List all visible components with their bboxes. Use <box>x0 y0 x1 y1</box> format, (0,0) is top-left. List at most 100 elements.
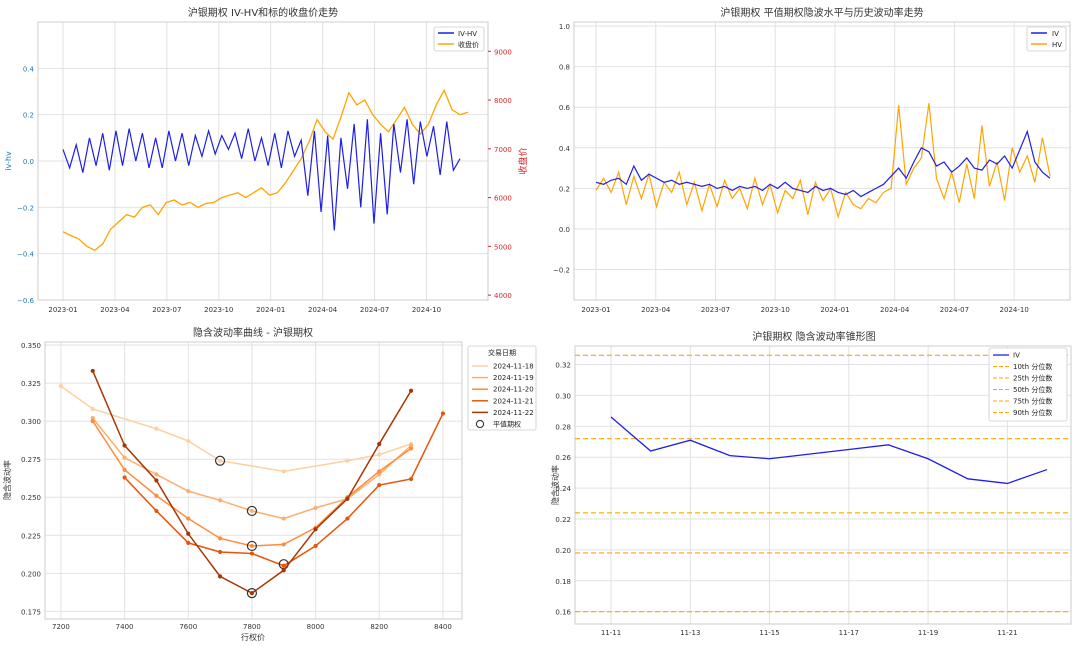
p1-y2tick-label: 7000 <box>494 146 512 154</box>
p1-ytick-label: −0.4 <box>17 251 35 259</box>
p4-xtick-label: 11-19 <box>918 629 938 637</box>
p3-xtick-label: 7400 <box>116 623 134 631</box>
p2-xtick-label: 2023-04 <box>641 306 671 314</box>
p1-ytick-label: 0.0 <box>23 158 34 166</box>
p2-xtick-label: 2024-07 <box>940 306 969 314</box>
smile-point <box>186 540 191 546</box>
smile-point <box>440 411 446 416</box>
smile-point <box>217 458 223 463</box>
smile-point <box>154 478 159 483</box>
panel3-xlabel: 行权价 <box>241 632 265 642</box>
smile-point <box>90 368 95 374</box>
p1-xtick-label: 2023-04 <box>100 306 130 314</box>
p2-xtick-label: 2023-01 <box>581 306 610 314</box>
p4-xtick-label: 11-21 <box>997 629 1017 637</box>
series-iv-cone-line <box>610 416 1048 485</box>
p3-xtick-label: 7600 <box>179 623 197 631</box>
p3-xtick-label: 8000 <box>307 623 325 631</box>
p1-xtick-label: 2024-07 <box>360 306 389 314</box>
smile-point <box>408 443 414 448</box>
series-hv-line <box>595 103 1051 219</box>
smile-point <box>122 475 127 480</box>
smile-point <box>377 469 382 474</box>
smile-point <box>249 591 255 596</box>
panel-iv-hv-price: 沪银期权 IV-HV和标的收盘价走势 −0.6 −0.4 −0.2 0.0 0.2 0.4… <box>4 6 529 314</box>
legend-close-label: 收盘价 <box>458 40 479 49</box>
p3-xtick-label: 8200 <box>370 623 388 631</box>
p1-xtick-label: 2024-04 <box>308 306 338 314</box>
panel1-legend: IV-HV 收盘价 <box>433 26 485 52</box>
series-iv-line <box>595 129 1051 198</box>
panel-vol-cone: 沪银期权 隐含波动率锥形图 0.16 0.18 0.20 0.22 0.24 0.26 0.… <box>550 330 1072 637</box>
smile-point <box>281 516 286 521</box>
atm-marker <box>246 588 258 599</box>
p3-ytick-label: 0.225 <box>21 532 41 540</box>
p1-xtick-label: 2023-01 <box>48 306 77 314</box>
panel2-legend: IV HV <box>1026 26 1067 52</box>
p3-xtick-label: 8400 <box>434 623 452 631</box>
smile-point <box>345 458 350 463</box>
legend-label: 50th 分位数 <box>1013 385 1052 394</box>
legend-swatch-atm <box>475 419 485 429</box>
p3-ytick-label: 0.350 <box>21 342 41 350</box>
p1-ytick-label: −0.6 <box>17 297 35 305</box>
p4-ytick-label: 0.32 <box>555 362 571 370</box>
panel1-y2label: 收盘价 <box>517 147 529 174</box>
p2-ytick-label: 0.4 <box>559 145 571 153</box>
legend-iv-label: IV <box>1052 30 1059 38</box>
smile-point <box>281 568 286 573</box>
legend-hv-label: HV <box>1052 41 1062 49</box>
p1-ytick-label: 0.2 <box>23 112 34 120</box>
smile-point <box>217 536 223 541</box>
smile-point <box>186 438 191 444</box>
legend-label: 2024-11-20 <box>493 386 534 394</box>
legend-ivhv-label: IV-HV <box>458 30 477 38</box>
smile-point <box>377 441 382 447</box>
atm-marker <box>214 455 226 466</box>
p2-xtick-label: 2024-04 <box>880 306 910 314</box>
atm-marker <box>246 505 258 517</box>
p4-ytick-label: 0.16 <box>555 609 571 617</box>
p4-ytick-label: 0.26 <box>555 454 571 462</box>
p1-xtick-label: 2023-10 <box>204 306 233 314</box>
p2-ytick-label: 0.2 <box>559 185 570 193</box>
p1-y2tick-label: 8000 <box>494 97 512 105</box>
legend-label: 2024-11-19 <box>493 374 534 382</box>
p1-ytick-label: −0.2 <box>17 204 34 212</box>
p4-ytick-label: 0.30 <box>555 392 571 400</box>
smile-point <box>122 467 127 472</box>
p1-y2tick-label: 4000 <box>494 292 512 300</box>
series-close-price-line <box>62 88 469 252</box>
p2-ytick-label: 0.8 <box>559 64 570 72</box>
smile-point <box>313 543 318 549</box>
panel3-ylabel: 隐含波动率 <box>2 460 12 500</box>
smile-point <box>217 574 223 579</box>
p3-xtick-label: 7200 <box>52 623 70 631</box>
smile-point <box>281 469 286 474</box>
p4-ytick-label: 0.18 <box>555 578 571 586</box>
legend-label: 75th 分位数 <box>1013 397 1052 406</box>
p2-xtick-label: 2024-10 <box>1000 306 1029 314</box>
smile-point <box>122 443 127 448</box>
smile-point <box>122 455 127 460</box>
smile-point <box>186 516 191 521</box>
panel4-frame <box>574 345 1072 625</box>
panel1-ylabel: iv-hv <box>4 151 13 171</box>
smile-point <box>281 542 286 547</box>
p3-ytick-label: 0.325 <box>21 380 41 388</box>
p4-ytick-label: 0.22 <box>555 516 571 524</box>
legend-label: IV <box>1013 352 1020 360</box>
smile-point <box>217 549 223 555</box>
p3-ytick-label: 0.250 <box>21 494 41 502</box>
legend-label: 90th 分位数 <box>1013 408 1052 417</box>
legend-title: 交易日期 <box>488 348 516 357</box>
smile-point <box>186 489 191 494</box>
p2-ytick-label: 0.0 <box>559 226 570 234</box>
smile-point <box>345 516 350 521</box>
smile-point <box>90 419 95 424</box>
p1-xtick-label: 2023-07 <box>152 306 181 314</box>
p2-ytick-label: 0.6 <box>559 104 571 112</box>
legend-label: 2024-11-22 <box>493 409 534 417</box>
series-iv-hv-line <box>62 119 461 231</box>
